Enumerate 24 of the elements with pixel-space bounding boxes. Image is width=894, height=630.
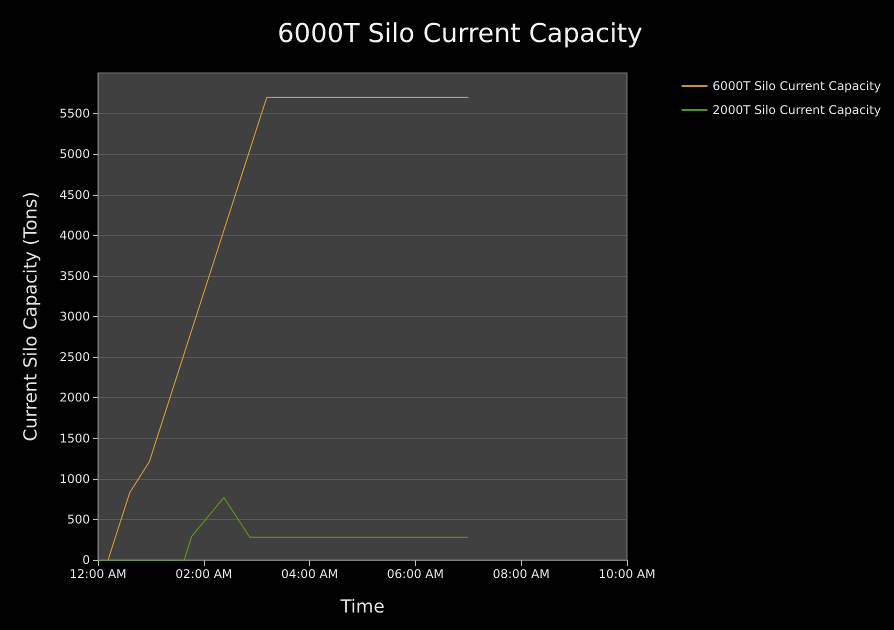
x-axis-title: Time [339, 596, 385, 618]
y-tick-label: 2500 [59, 350, 90, 364]
y-tick-label: 3500 [59, 268, 90, 283]
y-tick-label: 1000 [59, 472, 90, 486]
chart-title: 6000T Silo Current Capacity [278, 19, 642, 49]
x-tick-label: 10:00 AM [598, 567, 656, 581]
x-tick-label: 06:00 AM [386, 567, 444, 581]
y-tick-label: 3000 [59, 310, 90, 324]
legend-label: 6000T Silo Current Capacity [712, 79, 881, 93]
y-tick-label: 2000 [59, 390, 90, 405]
y-tick-label: 5000 [59, 147, 90, 162]
y-tick-label: 5500 [59, 106, 90, 121]
x-tick-label: 12:00 AM [70, 567, 126, 581]
y-tick-label: 1500 [59, 431, 90, 446]
line-series [98, 497, 469, 560]
y-axis-title: Current Silo Capacity (Tons) [20, 192, 42, 442]
legend-label: 2000T Silo Current Capacity [712, 103, 881, 117]
y-tick-label: 4500 [59, 188, 90, 202]
x-tick-label: 02:00 AM [175, 567, 232, 581]
y-tick-label: 0 [82, 553, 90, 567]
x-tick-label: 08:00 AM [492, 567, 550, 581]
x-tick-label: 04:00 AM [281, 567, 338, 581]
y-tick-label: 500 [67, 512, 90, 526]
y-tick-label: 4000 [59, 228, 90, 242]
